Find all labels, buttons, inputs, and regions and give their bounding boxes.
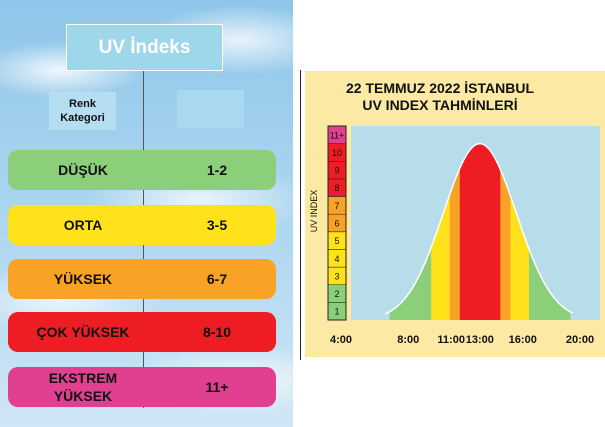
renk-kategori-label: Renk Kategori xyxy=(60,98,105,124)
category-range: 11+ xyxy=(205,379,229,395)
uv-scale-label: 9 xyxy=(334,166,339,176)
uv-category-panel: UV İndeks Renk Kategori DÜŞÜK 1-2 ORTA 3-5 YÜ… xyxy=(0,0,293,427)
uv-index-title: UV İndeks xyxy=(66,24,223,71)
category-row: YÜKSEK 6-7 xyxy=(8,259,276,299)
x-tick-label: 8:00 xyxy=(397,334,419,346)
x-tick-label: 4:00 xyxy=(330,334,352,346)
uv-band-çok-yüksek xyxy=(459,143,501,320)
category-label: DÜŞÜK xyxy=(58,162,108,178)
category-label: YÜKSEK xyxy=(53,271,113,287)
renk-kategori-header: Renk Kategori xyxy=(49,92,116,130)
uv-scale-label: 5 xyxy=(334,236,339,246)
x-tick-label: 16:00 xyxy=(509,334,537,346)
category-row: ÇOK YÜKSEK 8-10 xyxy=(8,312,276,352)
range-header-box xyxy=(177,90,244,128)
uv-curve-line xyxy=(385,142,574,315)
uv-band-yüksek xyxy=(449,143,461,320)
category-range: 6-7 xyxy=(206,271,228,287)
uv-scale-label: 8 xyxy=(334,183,339,193)
uv-scale-label: 7 xyxy=(334,201,339,211)
category-row: EKSTREM YÜKSEK 11+ xyxy=(8,367,276,407)
x-tick-label: 13:00 xyxy=(466,334,494,346)
uv-scale-label: 1 xyxy=(334,307,339,317)
chart-left-border xyxy=(300,70,301,360)
category-label: ÇOK YÜKSEK xyxy=(36,324,130,340)
category-row: ORTA 3-5 xyxy=(8,205,276,245)
uv-band-yüksek xyxy=(499,143,511,320)
chart-title-line: UV INDEX TAHMİNLERİ xyxy=(362,97,518,113)
uv-scale-label: 10 xyxy=(332,148,342,158)
uv-scale-border xyxy=(327,125,347,321)
category-label: ORTA xyxy=(63,217,103,233)
x-tick-label: 11:00 xyxy=(437,334,465,346)
uv-scale-label: 4 xyxy=(334,254,339,264)
category-range: 8-10 xyxy=(202,324,232,340)
category-row: DÜŞÜK 1-2 xyxy=(8,150,276,190)
uv-scale-label: 3 xyxy=(334,271,339,281)
x-tick-label: 20:00 xyxy=(566,334,594,346)
uv-scale-label: 6 xyxy=(334,219,339,229)
uv-scale-label: 2 xyxy=(334,289,339,299)
uv-scale-label: 11+ xyxy=(330,130,345,140)
y-axis-label: UV INDEX xyxy=(309,190,319,233)
category-range: 3-5 xyxy=(206,217,228,233)
category-range: 1-2 xyxy=(206,162,228,178)
chart-title: 22 TEMMUZ 2022 İSTANBUL UV INDEX TAHMİNLE… xyxy=(305,80,575,114)
chart-title-line: 22 TEMMUZ 2022 İSTANBUL xyxy=(346,80,534,96)
category-label: EKSTREM YÜKSEK xyxy=(48,370,118,404)
